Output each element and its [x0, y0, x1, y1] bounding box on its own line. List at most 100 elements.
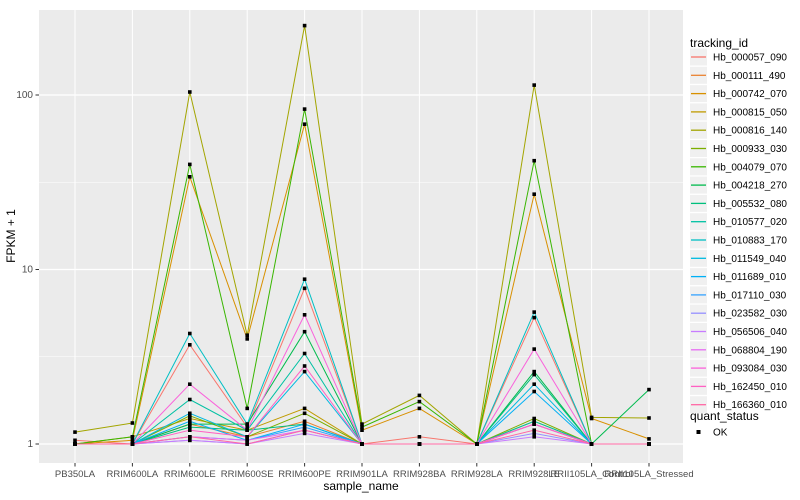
y-tick-label: 1 [27, 439, 33, 450]
data-point [302, 411, 307, 416]
legend-item-label: Hb_011549_040 [713, 254, 787, 265]
legend-title-quant-status: quant_status [690, 409, 759, 423]
legend-item: Hb_011689_010 [690, 268, 787, 286]
legend-item: Hb_068804_190 [690, 341, 787, 359]
data-point [245, 422, 249, 426]
legend-item-label: Hb_005532_080 [713, 199, 787, 210]
data-point [589, 415, 594, 420]
legend-item-label: Hb_166360_010 [713, 400, 787, 411]
data-point [302, 431, 307, 436]
legend-title-tracking-id: tracking_id [690, 36, 748, 50]
data-point [647, 442, 651, 446]
data-point [188, 425, 192, 429]
data-point [245, 425, 249, 429]
data-point [245, 442, 249, 446]
data-point [532, 192, 536, 196]
data-point [302, 107, 307, 111]
data-point [188, 438, 192, 443]
data-point [532, 83, 536, 87]
data-point [302, 425, 307, 429]
legend-item: Hb_093084_030 [690, 359, 787, 377]
legend-item: Hb_000815_050 [690, 103, 787, 121]
data-point [417, 406, 422, 411]
legend-item: Hb_162450_010 [690, 377, 787, 395]
legend-item: Hb_023582_030 [690, 304, 787, 322]
legend-item: Hb_000816_140 [690, 121, 787, 139]
data-point [130, 442, 135, 446]
legend-item: Hb_004079_070 [690, 158, 787, 176]
data-point [188, 343, 192, 347]
data-point [417, 393, 422, 398]
data-point [302, 277, 307, 281]
data-point [73, 430, 77, 434]
data-point [532, 435, 536, 439]
legend-item-label: Hb_000816_140 [713, 126, 787, 137]
x-tick-label: RRIM600PE [278, 469, 331, 480]
data-point [532, 315, 536, 320]
legend-item-label: Hb_023582_030 [713, 309, 787, 320]
data-point [302, 364, 307, 368]
legend-item: Hb_017110_030 [690, 286, 787, 304]
data-point [188, 397, 192, 402]
legend-item-label: Hb_004079_070 [713, 162, 787, 173]
data-point [188, 411, 192, 416]
data-point [130, 421, 135, 425]
legend-item-label: Hb_000933_030 [713, 144, 787, 155]
data-point [130, 435, 135, 439]
data-point [302, 406, 307, 411]
x-tick-label: RRIM928LA [451, 469, 503, 480]
data-point [532, 382, 536, 386]
data-point [130, 438, 135, 443]
data-point [188, 382, 192, 386]
legend-item-label: Hb_000742_070 [713, 89, 787, 100]
legend-item-label: Hb_000815_050 [713, 107, 787, 118]
legend-item: Hb_056506_040 [690, 323, 787, 340]
data-point [532, 389, 536, 394]
legend-item-label: Hb_011689_010 [713, 272, 787, 283]
data-point [245, 406, 249, 411]
legend-item: Hb_000057_090 [690, 48, 787, 66]
data-point [73, 438, 77, 443]
data-point [73, 442, 77, 446]
legend-item-label: Hb_068804_190 [713, 345, 787, 356]
x-tick-label: PB350LA [55, 469, 96, 480]
data-point [188, 414, 192, 418]
data-point [475, 442, 479, 446]
legend-item: Hb_010883_170 [690, 231, 787, 249]
data-point [532, 416, 536, 421]
legend-item: Hb_005532_080 [690, 194, 787, 212]
legend-item-label: Hb_000057_090 [713, 53, 787, 64]
data-point [188, 90, 192, 94]
legend-item-label: Hb_017110_030 [713, 290, 787, 301]
legend-item: Hb_000933_030 [690, 140, 787, 157]
data-point [302, 369, 307, 374]
data-point [188, 435, 192, 439]
data-point [532, 372, 536, 377]
data-point [647, 416, 651, 420]
x-tick-label: RRII105LA_Control [550, 469, 632, 480]
data-point [417, 435, 422, 439]
legend-item: Hb_010577_020 [690, 213, 787, 231]
data-point [360, 428, 364, 432]
data-point [360, 425, 364, 429]
quant-square-marker [696, 430, 701, 434]
data-point [302, 422, 307, 426]
legend-item: Hb_000111_490 [690, 66, 786, 84]
y-tick-label: 100 [16, 90, 33, 101]
data-point [532, 422, 536, 426]
legend-item-label: Hb_004218_270 [713, 181, 787, 192]
data-point [188, 162, 192, 167]
x-tick-label: RRIM928LE [508, 469, 560, 480]
legend-item-label: Hb_010577_020 [713, 217, 787, 228]
data-point [188, 419, 192, 424]
data-point [302, 419, 307, 424]
data-point [532, 347, 536, 351]
data-point [302, 313, 307, 317]
data-point [302, 329, 307, 334]
legend-item-label: OK [713, 428, 728, 439]
legend-item-label: Hb_010883_170 [713, 236, 787, 247]
data-point [647, 437, 651, 441]
x-tick-label: RRIM600LE [164, 469, 216, 480]
